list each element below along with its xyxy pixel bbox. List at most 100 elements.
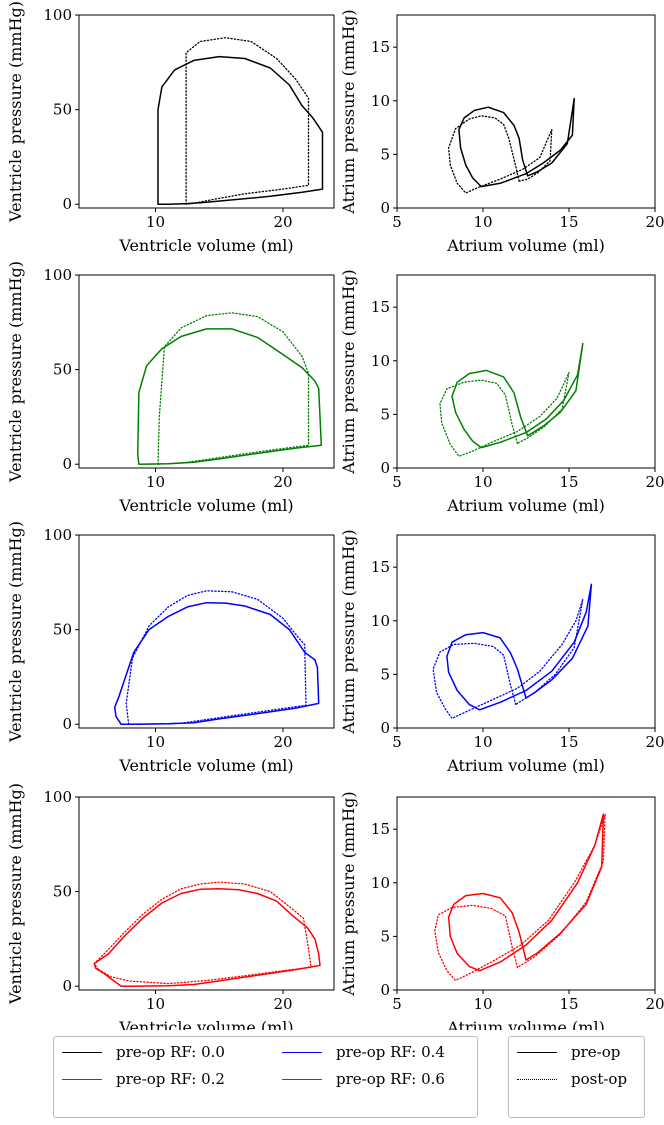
legend-entry-pre-op: pre-op <box>517 1043 620 1061</box>
y-tick-label: 100 <box>43 6 72 24</box>
y-tick-label: 100 <box>43 266 72 284</box>
x-axis-label: Atrium volume (ml) <box>446 1018 605 1030</box>
legend-label: pre-op RF: 0.6 <box>336 1070 445 1088</box>
series-post-op-line <box>157 312 310 465</box>
x-tick-label: 20 <box>645 995 664 1013</box>
legend-line-icon <box>62 1051 102 1053</box>
x-tick-label: 10 <box>473 733 492 751</box>
y-tick-label: 10 <box>371 352 390 370</box>
x-tick-label: 20 <box>273 473 292 491</box>
x-axis-label: Atrium volume (ml) <box>446 756 605 775</box>
plot-frame <box>78 274 335 469</box>
y-axis-label: Atrium pressure (mmHg) <box>339 791 358 996</box>
plot-frame <box>396 14 656 209</box>
series-pre-op-line <box>113 601 320 725</box>
x-tick-label: 20 <box>645 213 664 231</box>
series-pre-op-line <box>458 97 575 188</box>
y-tick-label: 5 <box>380 405 390 423</box>
series-post-op-line <box>185 37 310 205</box>
plot-frame <box>396 274 656 469</box>
series-pre-op-line <box>93 888 321 987</box>
y-tick-label: 50 <box>53 361 72 379</box>
legend-line-icon <box>282 1078 322 1080</box>
series-post-op-line <box>125 590 307 725</box>
plot-frame <box>396 534 656 729</box>
rf-legend: pre-op RF: 0.0 pre-op RF: 0.2 pre-op RF:… <box>53 1036 478 1118</box>
y-tick-label: 5 <box>380 927 390 945</box>
legend-entry-rf-0.0: pre-op RF: 0.0 <box>62 1043 225 1061</box>
x-tick-label: 5 <box>392 213 402 231</box>
y-axis-label: Atrium pressure (mmHg) <box>339 269 358 474</box>
y-tick-label: 0 <box>62 455 72 473</box>
x-tick-label: 15 <box>559 473 578 491</box>
y-tick-label: 15 <box>371 820 390 838</box>
x-tick-label: 20 <box>273 995 292 1013</box>
series-pre-op-line <box>157 55 324 205</box>
x-tick-label: 15 <box>559 733 578 751</box>
y-tick-label: 10 <box>371 92 390 110</box>
style-legend: pre-op post-op <box>508 1036 645 1118</box>
series-pre-op-line <box>446 583 593 711</box>
x-tick-label: 20 <box>273 733 292 751</box>
series-post-op-line <box>434 813 606 982</box>
series-post-op-line <box>439 371 570 457</box>
x-tick-label: 15 <box>559 213 578 231</box>
legend-label: post-op <box>571 1070 628 1088</box>
x-tick-label: 20 <box>273 213 292 231</box>
x-tick-label: 15 <box>559 995 578 1013</box>
x-tick-label: 10 <box>473 473 492 491</box>
x-axis-label: Ventricle volume (ml) <box>118 756 293 775</box>
y-tick-label: 5 <box>380 665 390 683</box>
legend-label: pre-op RF: 0.0 <box>116 1043 225 1061</box>
legend-line-icon <box>517 1051 557 1053</box>
y-tick-label: 15 <box>371 38 390 56</box>
legend-label: pre-op RF: 0.2 <box>116 1070 225 1088</box>
y-tick-label: 0 <box>62 977 72 995</box>
chart-panel-ventricle-rf-0.0: 10 20 0 50 100 Ventricle volume (ml) Ventricle… <box>6 1 335 255</box>
y-tick-label: 15 <box>371 298 390 316</box>
legend-line-icon <box>62 1078 102 1080</box>
series-post-op-line <box>432 598 584 720</box>
chart-panel-ventricle-rf-0.4: 10 20 0 50 100 Ventricle volume (ml) Ventricle… <box>6 521 335 775</box>
legend-line-icon <box>282 1051 322 1053</box>
series-pre-op-line <box>136 328 323 465</box>
y-axis-label: Atrium pressure (mmHg) <box>339 529 358 734</box>
chart-panel-ventricle-rf-0.6: 10 20 0 50 100 Ventricle volume (ml) Ventricle… <box>6 783 335 1030</box>
legend-entry-post-op: post-op <box>517 1070 627 1088</box>
x-tick-label: 10 <box>473 995 492 1013</box>
y-tick-label: 0 <box>380 981 390 999</box>
x-tick-label: 10 <box>473 213 492 231</box>
x-axis-label: Ventricle volume (ml) <box>118 496 293 515</box>
x-tick-label: 5 <box>392 473 402 491</box>
x-axis-label: Atrium volume (ml) <box>446 496 605 515</box>
y-axis-label: Ventricle pressure (mmHg) <box>6 521 25 743</box>
x-tick-label: 10 <box>146 473 165 491</box>
plot-frame <box>78 534 335 729</box>
x-tick-label: 10 <box>146 733 165 751</box>
legend-label: pre-op RF: 0.4 <box>336 1043 445 1061</box>
y-tick-label: 5 <box>380 145 390 163</box>
y-tick-label: 0 <box>380 199 390 217</box>
y-tick-label: 10 <box>371 612 390 630</box>
x-tick-label: 10 <box>146 213 165 231</box>
plot-frame <box>78 796 335 991</box>
y-tick-label: 50 <box>53 883 72 901</box>
y-tick-label: 50 <box>53 101 72 119</box>
y-tick-label: 0 <box>380 459 390 477</box>
y-axis-label: Ventricle pressure (mmHg) <box>6 783 25 1005</box>
y-tick-label: 0 <box>62 195 72 213</box>
x-tick-label: 20 <box>645 733 664 751</box>
legend-label: pre-op <box>571 1043 621 1061</box>
y-tick-label: 0 <box>380 719 390 737</box>
y-tick-label: 0 <box>62 715 72 733</box>
y-tick-label: 100 <box>43 788 72 806</box>
x-tick-label: 10 <box>146 995 165 1013</box>
series-post-op-line <box>447 115 553 194</box>
x-tick-label: 5 <box>392 733 402 751</box>
x-axis-label: Ventricle volume (ml) <box>118 1018 293 1030</box>
